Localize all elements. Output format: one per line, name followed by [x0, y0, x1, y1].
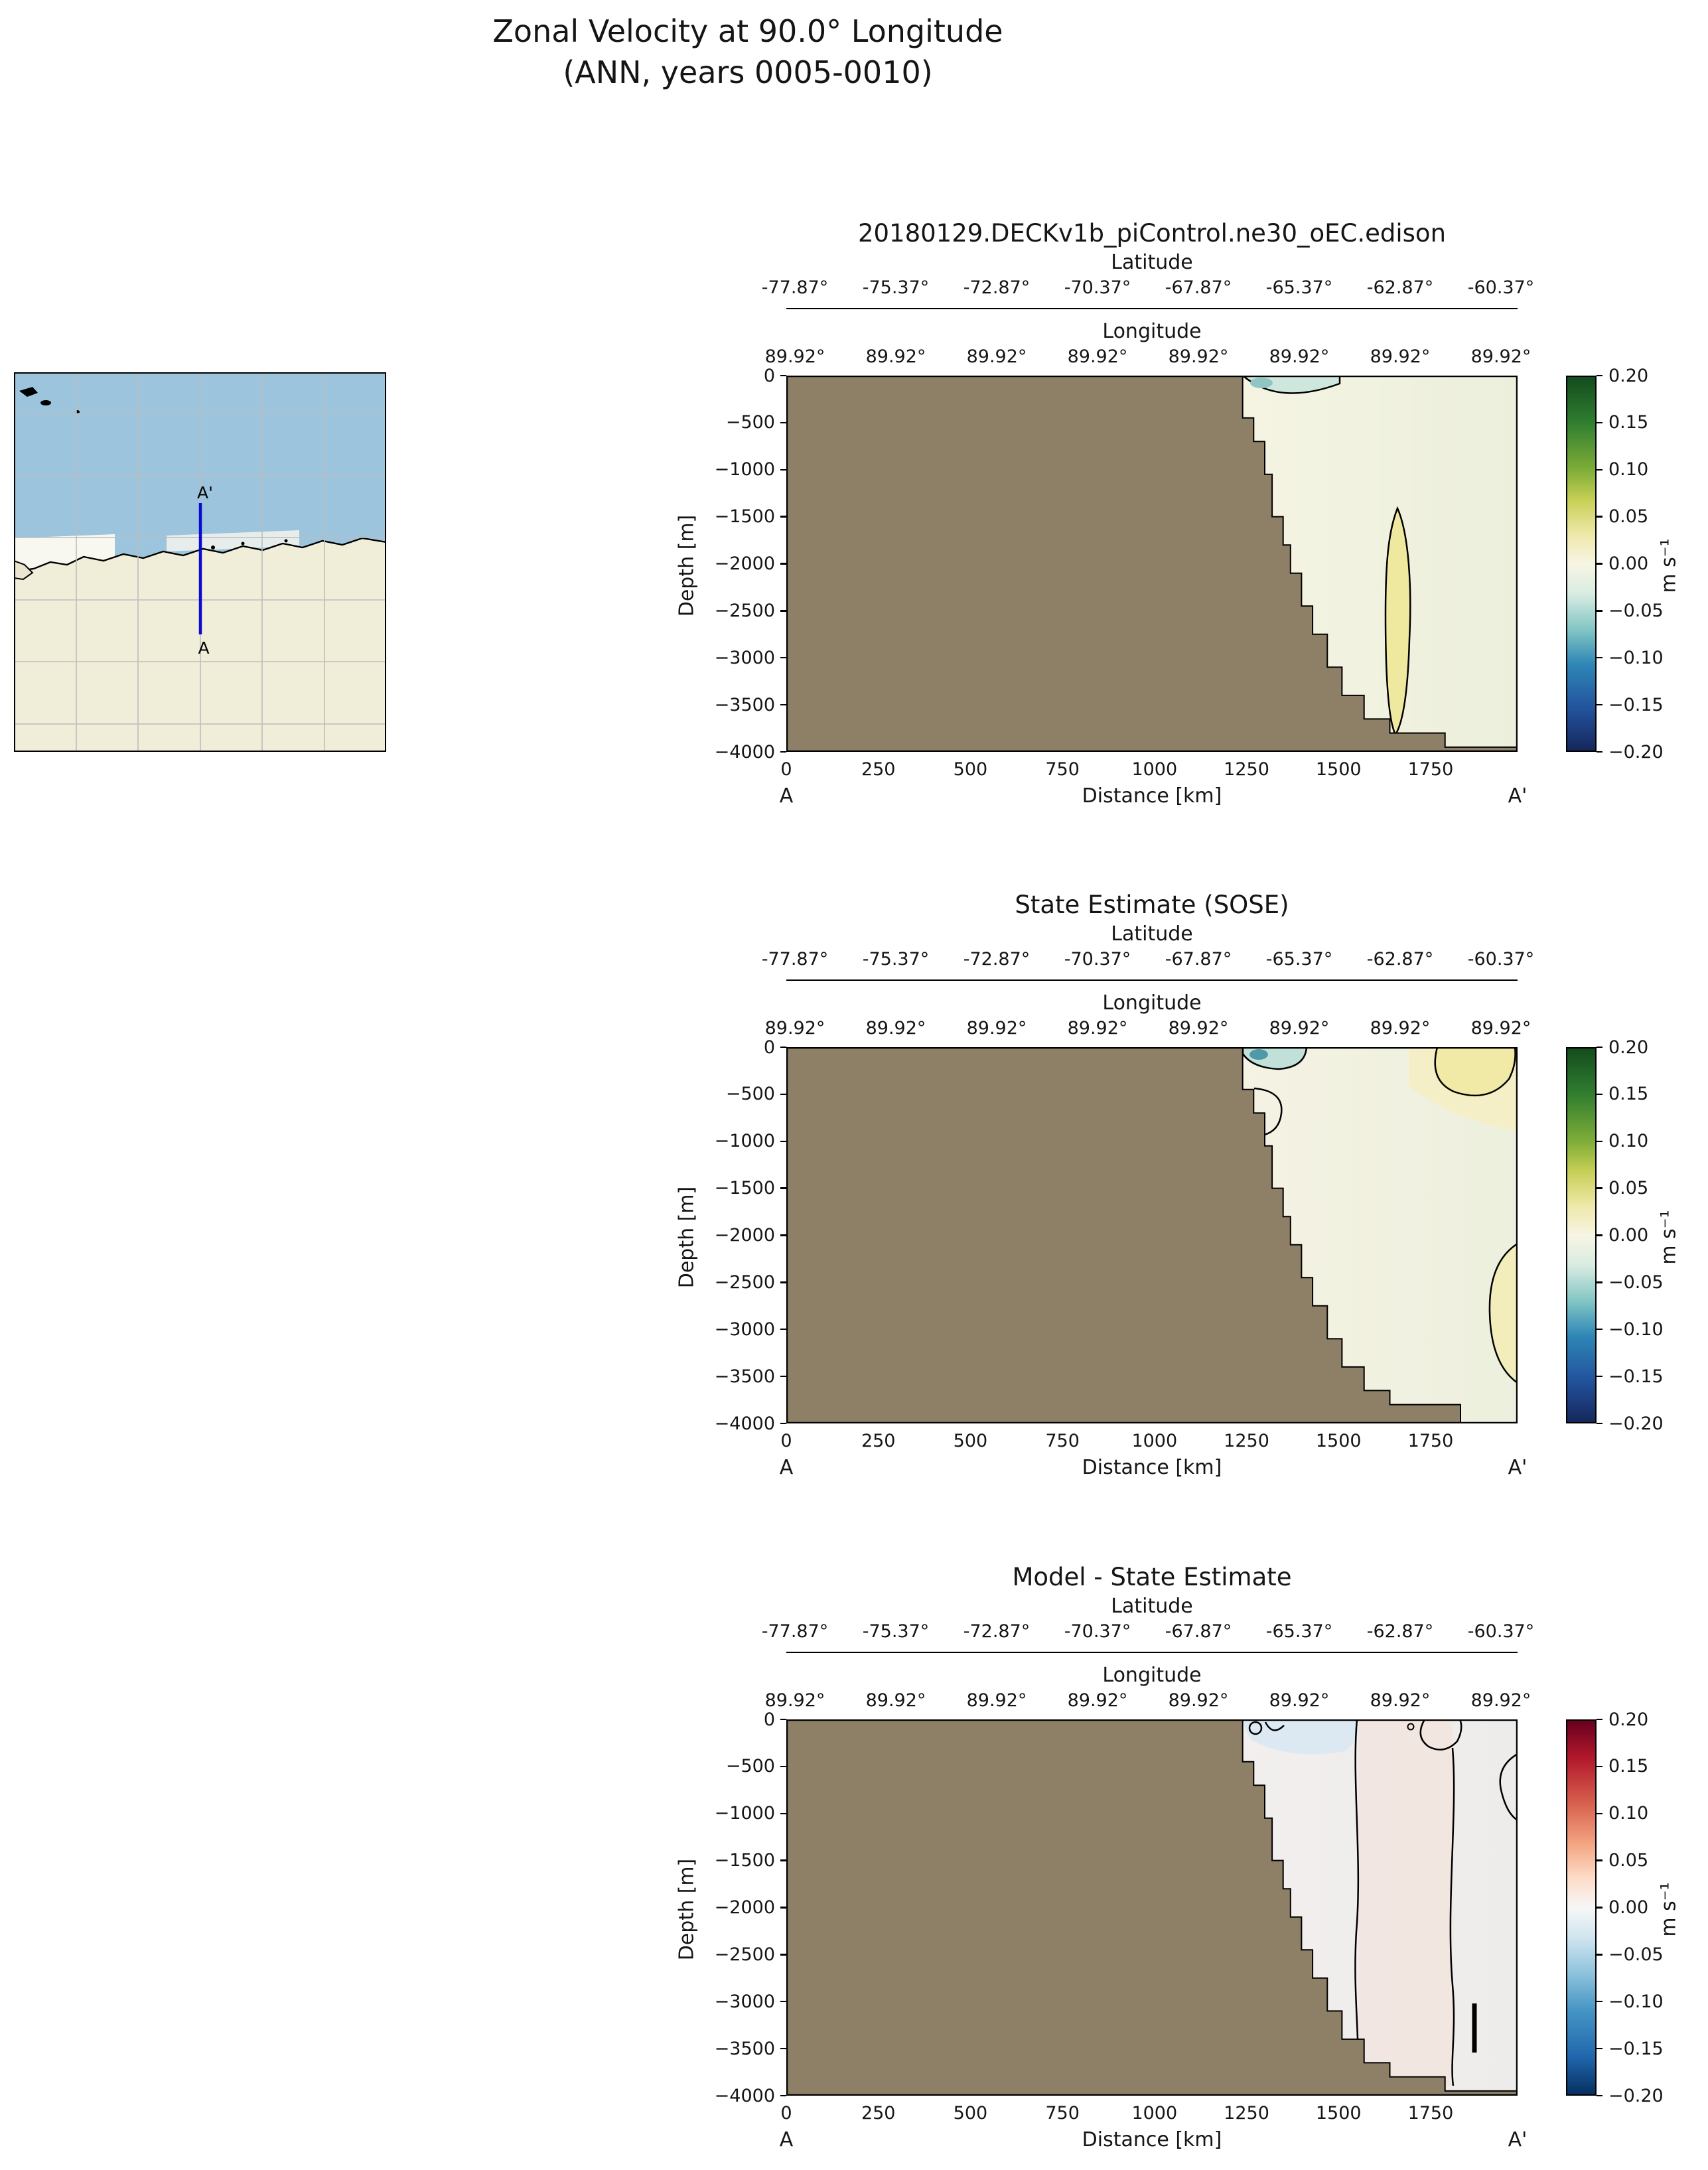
colorbar-unit-label: m s⁻¹ [1657, 1882, 1681, 1937]
longitude-tick-labels: 89.92° 89.92° 89.92° 89.92° 89.92° 89.92° 89.9… [764, 346, 1531, 367]
slope-contour [1253, 1087, 1283, 1137]
plot-frame [786, 1719, 1518, 2096]
latitude-axis-line [786, 979, 1518, 981]
panel-sose: State Estimate (SOSE) Latitude -77.87° -7… [0, 891, 1708, 1501]
positive-band [1358, 1719, 1453, 2086]
plot-frame [786, 376, 1518, 752]
panel-difference: Model - State Estimate Latitude -77.87° -… [0, 1563, 1708, 2170]
figure-title-line1: Zonal Velocity at 90.0° Longitude [492, 13, 1003, 49]
longitude-tick-labels: 89.92° 89.92° 89.92° 89.92° 89.92° 89.92° 89.9… [764, 1690, 1531, 1711]
coastline [14, 537, 386, 573]
depth-tick-labels: 0 −500 −1000 −1500 −2000 −2500 −3000 −3500 −4000 [714, 1709, 775, 2106]
section-start-label: A [779, 2128, 794, 2151]
island [19, 387, 38, 397]
section-end-label: A' [1508, 784, 1528, 808]
distance-axis-label: Distance [km] [1082, 1456, 1222, 1479]
land-mask [786, 1719, 1518, 2096]
section-start-label: A [779, 784, 794, 808]
zero-contour-squiggle [1264, 1721, 1285, 1731]
section-start-label: A [198, 638, 209, 658]
distance-tick-marks [786, 1423, 1431, 1429]
surface-negative-core [1250, 378, 1273, 388]
depth-tick-labels: 0 −500 −1000 −1500 −2000 −2500 −3000 −3500 −4000 [714, 365, 775, 762]
zero-contour-edge-arc [1499, 1753, 1518, 1822]
coast-rock [284, 539, 288, 543]
plot-frame [786, 1047, 1518, 1423]
zero-contour-loop [1248, 1721, 1263, 1735]
longitude-axis-label: Longitude [1102, 1664, 1202, 1687]
map-frame [14, 372, 386, 752]
distance-axis-label: Distance [km] [1082, 2128, 1222, 2151]
colorbar-tick-marks [1597, 1046, 1602, 1425]
distance-tick-labels: 0 250 500 750 1000 1250 1500 1750 [780, 2103, 1454, 2124]
figure-title: Zonal Velocity at 90.0° Longitude (ANN, … [423, 11, 1073, 93]
panel-title: State Estimate (SOSE) [1015, 891, 1289, 919]
latitude-axis-line [786, 308, 1518, 309]
latitude-axis-label: Latitude [1111, 922, 1193, 946]
section-location-map: A' A [14, 372, 386, 752]
distance-tick-marks [786, 752, 1431, 758]
depth-tick-marks [780, 1718, 786, 2097]
latitude-tick-labels: -77.87° -75.37° -72.87° -70.37° -67.87° -65.3… [761, 949, 1535, 970]
zero-contour-top-loop [1419, 1719, 1462, 1751]
land-mask [786, 1047, 1461, 1423]
longitude-tick-labels: 89.92° 89.92° 89.92° 89.92° 89.92° 89.92° 89.9… [764, 1018, 1531, 1039]
colorbar-tick-marks [1597, 374, 1602, 753]
distance-tick-labels: 0 250 500 750 1000 1250 1500 1750 [780, 759, 1454, 780]
figure-title-line2: (ANN, years 0005-0010) [563, 54, 933, 91]
longitude-axis-label: Longitude [1102, 991, 1202, 1015]
colorbar [1566, 1719, 1597, 2096]
latitude-axis-label: Latitude [1111, 251, 1193, 274]
colorbar-tick-marks [1597, 1718, 1602, 2097]
zero-contour-right [1449, 1747, 1455, 2086]
distance-axis-label: Distance [km] [1082, 784, 1222, 808]
colorbar-unit-label: m s⁻¹ [1657, 1210, 1681, 1265]
coast-rock [211, 545, 215, 549]
latitude-tick-labels: -77.87° -75.37° -72.87° -70.37° -67.87° -65.3… [761, 277, 1535, 298]
colorbar-tick-labels: 0.20 0.15 0.10 0.05 0.00 −0.05 −0.10 −0.15 −0.20 [1608, 365, 1664, 762]
zero-contour-dot [1407, 1723, 1415, 1731]
plot-top-tick-marks [795, 1041, 1501, 1047]
depth-tick-labels: 0 −500 −1000 −1500 −2000 −2500 −3000 −3500 −4000 [714, 1037, 775, 1434]
positive-surface-contour [1434, 1047, 1516, 1097]
plot-top-tick-marks [795, 370, 1501, 376]
section-end-label: A' [1508, 2128, 1528, 2151]
surface-negative-core [1249, 1049, 1268, 1060]
panel-title: 20180129.DECKv1b_piControl.ne30_oEC.edis… [857, 219, 1447, 248]
depth-tick-marks [780, 1046, 786, 1425]
colorbar-tick-labels: 0.20 0.15 0.10 0.05 0.00 −0.05 −0.10 −0.15 −0.20 [1608, 1709, 1664, 2106]
latitude-axis-label: Latitude [1111, 1595, 1193, 1618]
distance-tick-labels: 0 250 500 750 1000 1250 1500 1750 [780, 1431, 1454, 1451]
section-end-label: A' [1508, 1456, 1528, 1479]
panel-title: Model - State Estimate [1012, 1563, 1292, 1591]
negative-surface-patch [1243, 1719, 1359, 1755]
difference-section-plot [786, 1719, 1518, 2096]
colorbar-tick-labels: 0.20 0.15 0.10 0.05 0.00 −0.05 −0.10 −0.15 −0.20 [1608, 1037, 1664, 1434]
section-start-label: A [779, 1456, 794, 1479]
colorbar [1566, 1047, 1597, 1423]
island [40, 400, 51, 405]
colorbar [1566, 376, 1597, 752]
latitude-tick-labels: -77.87° -75.37° -72.87° -70.37° -67.87° -65.3… [761, 1621, 1535, 1642]
land-mask [786, 376, 1518, 752]
latitude-axis-line [786, 1652, 1518, 1653]
distance-tick-marks [786, 2096, 1431, 2102]
plot-top-tick-marks [795, 1713, 1501, 1719]
coast-rock [241, 542, 245, 545]
right-edge-positive-contour [1488, 1242, 1518, 1384]
coast-peninsula [14, 559, 34, 581]
colorbar-unit-label: m s⁻¹ [1657, 538, 1681, 593]
longitude-axis-label: Longitude [1102, 320, 1202, 343]
panel-model: 20180129.DECKv1b_piControl.ne30_oEC.edis… [0, 219, 1708, 830]
section-end-label: A' [197, 483, 213, 502]
depth-tick-marks [780, 374, 786, 753]
velocity-section-plot [786, 1047, 1518, 1423]
velocity-section-plot [786, 376, 1518, 752]
